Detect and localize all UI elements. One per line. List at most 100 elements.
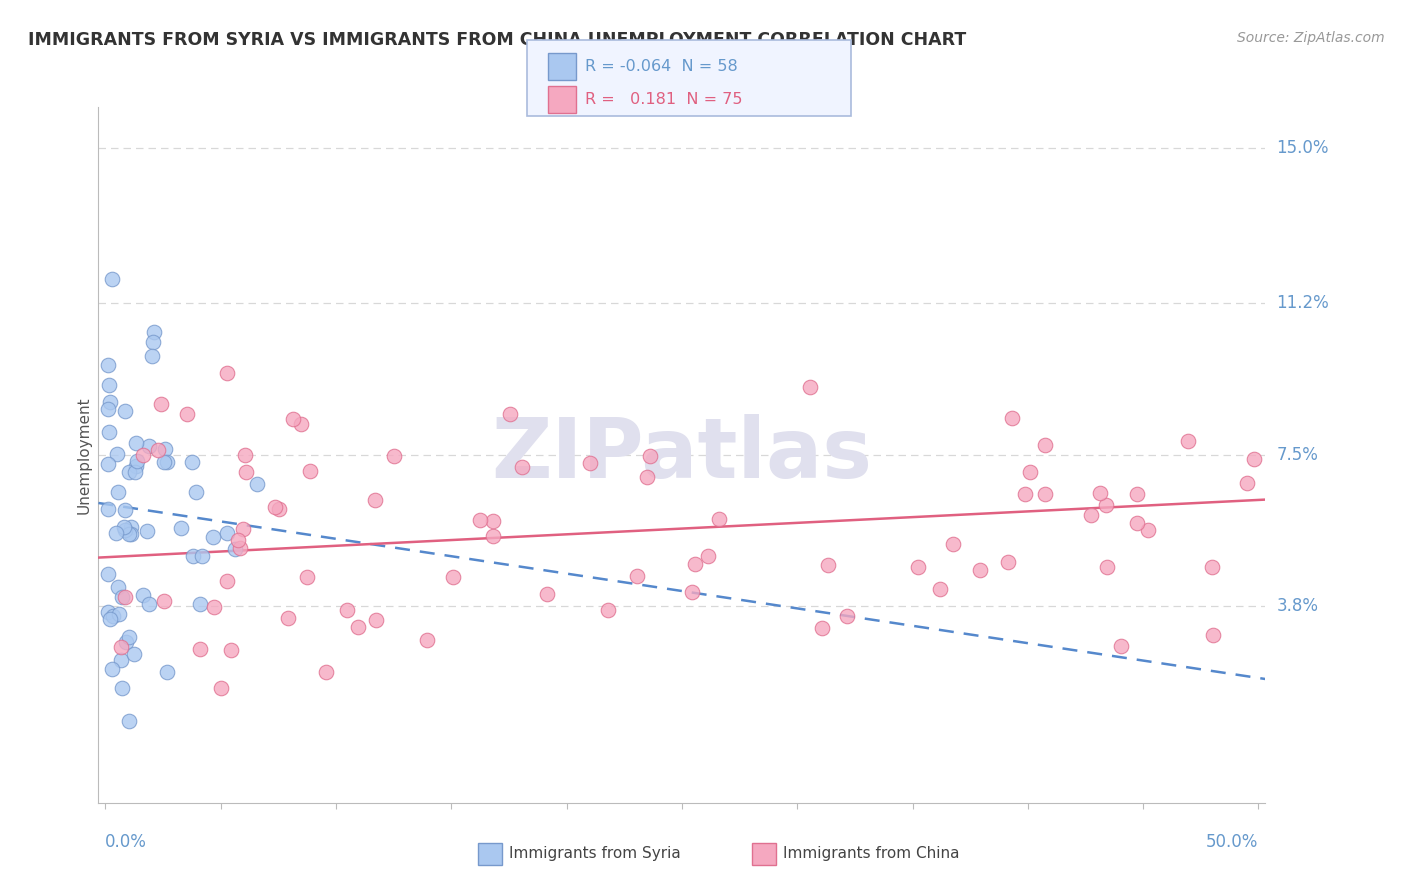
- Point: [290, 417, 312, 431]
- Point: [105, 447, 128, 461]
- Point: [97, 358, 120, 372]
- Point: [98, 394, 121, 409]
- Point: [799, 380, 821, 394]
- Point: [97, 425, 120, 440]
- Point: [101, 272, 124, 286]
- Point: [97, 402, 120, 417]
- Point: [118, 466, 141, 480]
- Point: [148, 442, 170, 457]
- Point: [696, 549, 718, 564]
- Text: ZIPatlas: ZIPatlas: [492, 415, 872, 495]
- Point: [112, 520, 135, 534]
- Point: [111, 681, 134, 696]
- Point: [125, 458, 148, 473]
- Point: [681, 584, 703, 599]
- Point: [1088, 486, 1111, 500]
- Point: [1201, 559, 1223, 574]
- Point: [153, 594, 176, 608]
- Point: [598, 603, 620, 617]
- Point: [299, 464, 322, 478]
- Point: [188, 641, 211, 656]
- Point: [188, 597, 211, 611]
- Point: [114, 591, 136, 605]
- Point: [416, 633, 439, 648]
- Y-axis label: Unemployment: Unemployment: [76, 396, 91, 514]
- Point: [636, 469, 658, 483]
- Point: [578, 456, 600, 470]
- Point: [215, 366, 238, 380]
- Point: [115, 635, 138, 649]
- Point: [97, 457, 120, 471]
- Text: 7.5%: 7.5%: [1277, 446, 1319, 464]
- Point: [118, 630, 141, 644]
- Point: [122, 647, 145, 661]
- Point: [1080, 508, 1102, 522]
- Point: [235, 466, 257, 480]
- Point: [209, 681, 232, 696]
- Text: Source: ZipAtlas.com: Source: ZipAtlas.com: [1237, 31, 1385, 45]
- Point: [107, 580, 129, 594]
- Point: [143, 325, 166, 339]
- Point: [219, 643, 242, 657]
- Point: [136, 524, 159, 539]
- Point: [131, 448, 153, 462]
- Point: [202, 600, 225, 615]
- Point: [215, 526, 238, 541]
- Point: [1014, 487, 1036, 501]
- Text: 11.2%: 11.2%: [1277, 294, 1329, 312]
- Point: [201, 530, 224, 544]
- Point: [191, 549, 214, 563]
- Point: [107, 484, 129, 499]
- Point: [1033, 438, 1056, 452]
- Point: [536, 587, 558, 601]
- Point: [120, 527, 142, 541]
- Point: [153, 455, 176, 469]
- Point: [1097, 560, 1119, 574]
- Point: [295, 570, 318, 584]
- Point: [1000, 410, 1022, 425]
- Point: [928, 582, 950, 596]
- Point: [364, 613, 387, 627]
- Point: [141, 350, 163, 364]
- Point: [347, 620, 370, 634]
- Point: [997, 555, 1019, 569]
- Point: [510, 460, 533, 475]
- Point: [97, 502, 120, 516]
- Point: [118, 714, 141, 728]
- Text: 50.0%: 50.0%: [1206, 833, 1258, 851]
- Point: [315, 665, 337, 679]
- Point: [105, 525, 128, 540]
- Point: [811, 621, 834, 635]
- Point: [626, 569, 648, 583]
- Text: R = -0.064  N = 58: R = -0.064 N = 58: [585, 59, 738, 74]
- Point: [142, 334, 165, 349]
- Point: [114, 503, 136, 517]
- Point: [709, 512, 731, 526]
- Point: [111, 590, 134, 604]
- Point: [101, 609, 124, 624]
- Point: [1033, 486, 1056, 500]
- Text: 0.0%: 0.0%: [105, 833, 148, 851]
- Point: [277, 611, 299, 625]
- Point: [149, 397, 172, 411]
- Point: [969, 563, 991, 577]
- Point: [138, 439, 160, 453]
- Point: [224, 541, 246, 556]
- Text: Immigrants from Syria: Immigrants from Syria: [509, 847, 681, 861]
- Point: [1136, 523, 1159, 537]
- Point: [1201, 628, 1223, 642]
- Point: [108, 607, 131, 621]
- Point: [281, 412, 304, 426]
- Point: [98, 612, 121, 626]
- Point: [1243, 452, 1265, 467]
- Point: [181, 455, 204, 469]
- Point: [1177, 434, 1199, 449]
- Point: [101, 662, 124, 676]
- Point: [233, 449, 256, 463]
- Point: [132, 588, 155, 602]
- Point: [382, 449, 405, 463]
- Point: [114, 403, 136, 417]
- Point: [98, 378, 121, 392]
- Point: [336, 603, 359, 617]
- Point: [817, 558, 839, 573]
